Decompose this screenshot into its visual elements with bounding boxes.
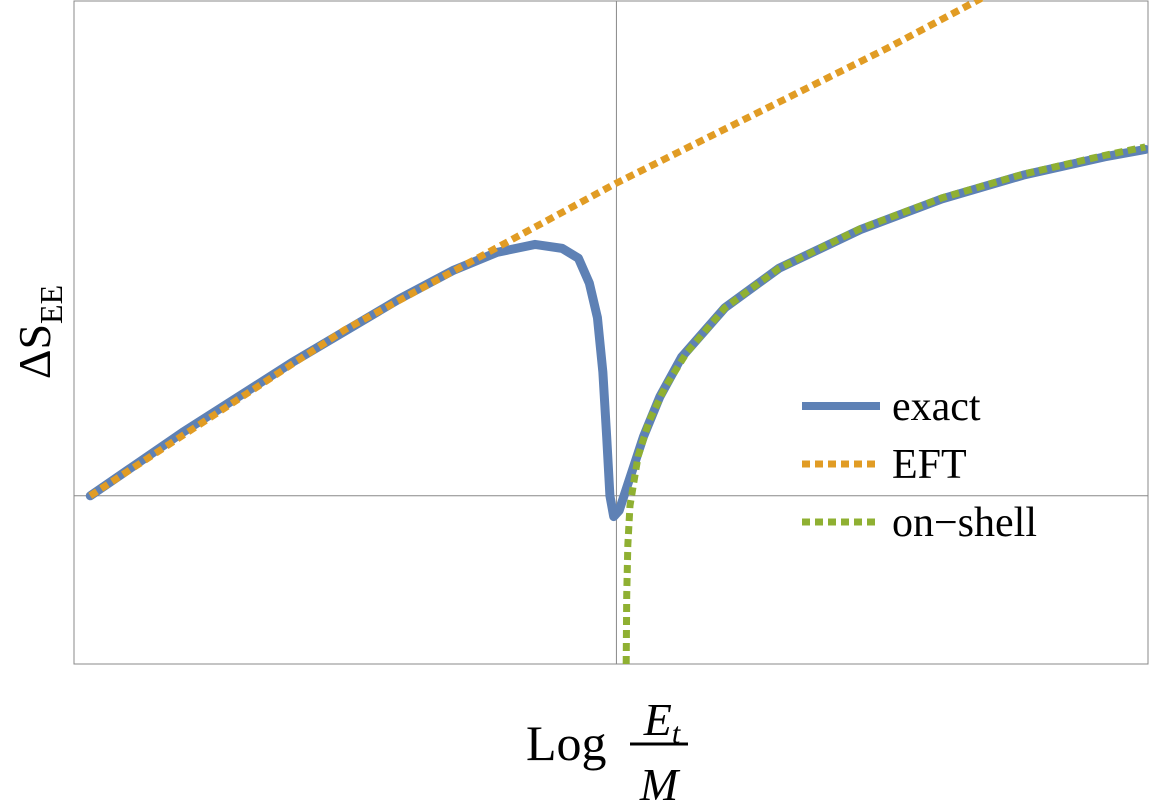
legend-label-on-shell: on−shell (892, 500, 1037, 546)
x-label-numerator-base: E (643, 694, 672, 745)
y-label-base: ΔS (9, 324, 60, 379)
x-label-numerator: Et (643, 694, 681, 750)
x-label-denominator: M (639, 759, 681, 808)
legend-label-exact: exact (892, 384, 981, 430)
y-axis-label: ΔSEE (9, 285, 69, 379)
series-layer (85, 0, 1148, 664)
series-line-eft (88, 0, 986, 499)
legend-label-eft: EFT (892, 442, 967, 488)
legend: exact EFT on−shell (802, 384, 1037, 546)
x-axis-label: Log Et M (526, 694, 688, 808)
x-label-prefix: Log (526, 715, 607, 771)
series-line-exact (85, 144, 1148, 522)
plot-frame (73, 0, 1149, 665)
x-label-numerator-subscript: t (672, 717, 681, 750)
y-label-subscript: EE (33, 285, 69, 324)
series-line-on-shell (622, 143, 1146, 664)
